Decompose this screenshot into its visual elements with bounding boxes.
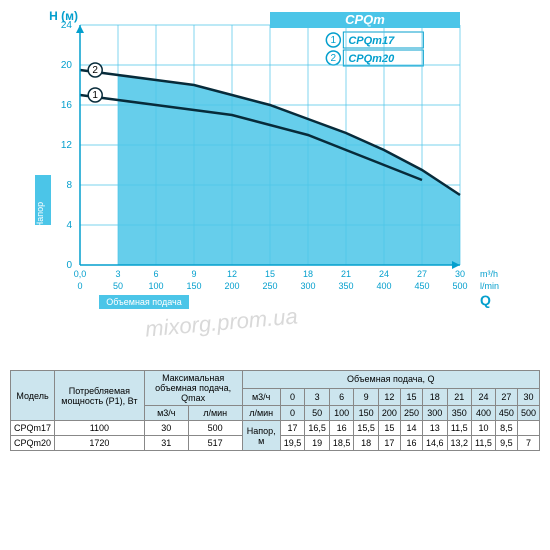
spec-table-container: МодельПотребляемая мощность (Р1), ВтМакс…: [10, 370, 540, 451]
svg-text:30: 30: [455, 269, 465, 279]
svg-text:18: 18: [303, 269, 313, 279]
svg-text:24: 24: [379, 269, 389, 279]
col-qmax: Максимальная объемная подача, Qmax: [144, 371, 242, 406]
cell-power: 1100: [55, 421, 145, 436]
chart-svg: CPQmH (м)1CPQm172CPQm20048121620240,0035…: [25, 10, 525, 360]
svg-text:Напор: Напор: [35, 202, 45, 228]
svg-text:Q: Q: [480, 292, 491, 308]
svg-text:50: 50: [113, 281, 123, 291]
svg-text:450: 450: [414, 281, 429, 291]
svg-text:150: 150: [186, 281, 201, 291]
svg-text:l/min: l/min: [480, 281, 499, 291]
svg-text:0,0: 0,0: [74, 269, 87, 279]
cell-model: CPQm20: [11, 436, 55, 451]
col-model: Модель: [11, 371, 55, 421]
svg-text:500: 500: [452, 281, 467, 291]
svg-text:8: 8: [66, 180, 72, 191]
svg-text:2: 2: [331, 53, 337, 64]
col-q: Объемная подача, Q: [242, 371, 539, 389]
svg-text:Объемная подача: Объемная подача: [106, 297, 181, 307]
svg-text:2: 2: [92, 65, 98, 76]
svg-text:350: 350: [338, 281, 353, 291]
svg-text:1: 1: [92, 90, 98, 101]
svg-text:9: 9: [191, 269, 196, 279]
svg-text:400: 400: [376, 281, 391, 291]
svg-text:27: 27: [417, 269, 427, 279]
svg-text:m³/h: m³/h: [480, 269, 498, 279]
pump-chart: CPQmH (м)1CPQm172CPQm20048121620240,0035…: [25, 10, 525, 360]
svg-text:CPQm20: CPQm20: [348, 53, 395, 65]
svg-text:250: 250: [262, 281, 277, 291]
svg-text:0: 0: [77, 281, 82, 291]
cell-power: 1720: [55, 436, 145, 451]
svg-text:24: 24: [61, 20, 73, 31]
svg-text:3: 3: [115, 269, 120, 279]
spec-table: МодельПотребляемая мощность (Р1), ВтМакс…: [10, 370, 540, 451]
svg-text:0: 0: [66, 260, 72, 271]
cell-model: CPQm17: [11, 421, 55, 436]
svg-text:16: 16: [61, 100, 73, 111]
svg-text:21: 21: [341, 269, 351, 279]
svg-text:12: 12: [227, 269, 237, 279]
svg-text:15: 15: [265, 269, 275, 279]
svg-text:200: 200: [224, 281, 239, 291]
svg-text:300: 300: [300, 281, 315, 291]
svg-text:100: 100: [148, 281, 163, 291]
svg-text:6: 6: [153, 269, 158, 279]
svg-text:20: 20: [61, 60, 73, 71]
svg-text:CPQm17: CPQm17: [348, 35, 395, 47]
col-power: Потребляемая мощность (Р1), Вт: [55, 371, 145, 421]
svg-text:4: 4: [66, 220, 72, 231]
svg-text:12: 12: [61, 140, 73, 151]
svg-text:1: 1: [331, 35, 337, 46]
